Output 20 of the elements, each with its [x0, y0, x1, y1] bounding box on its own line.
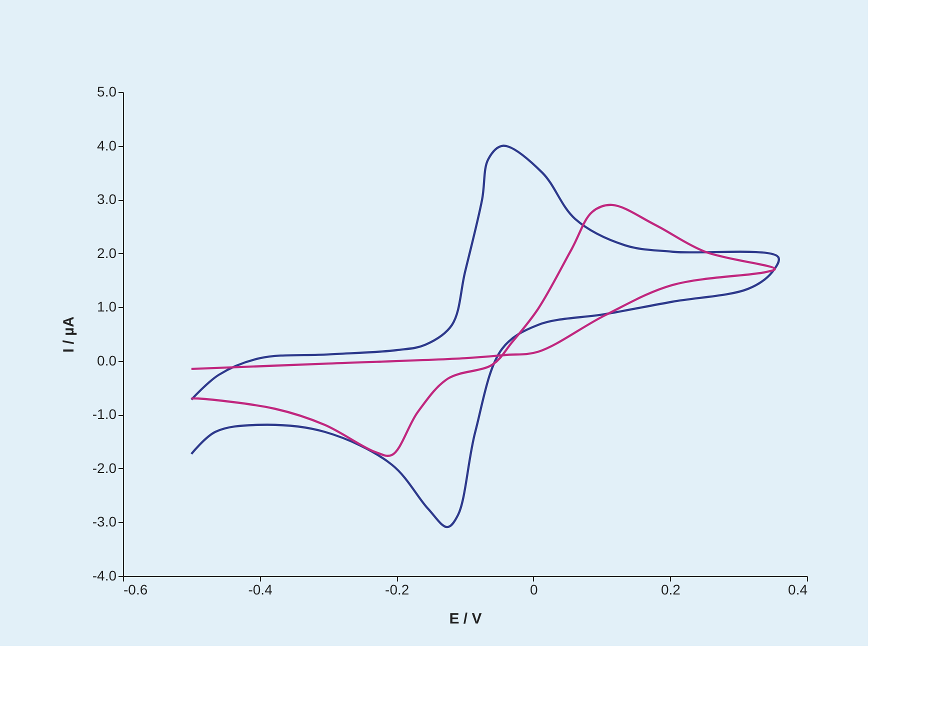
x-tick-label: -0.6 [124, 582, 148, 598]
line-series [190, 204, 776, 456]
line-series [190, 144, 780, 528]
y-tick-label: -1.0 [92, 406, 117, 422]
x-tick-label: 0.2 [660, 582, 681, 598]
x-tick-label: -0.4 [248, 582, 273, 598]
y-tick-label: -3.0 [92, 514, 117, 530]
x-tick-label: 0.4 [788, 582, 808, 598]
y-tick-label: -2.0 [92, 460, 117, 476]
y-tick-label: 0.0 [97, 352, 117, 368]
y-tick-label: 5.0 [97, 84, 117, 100]
y-tick-label: 1.0 [97, 298, 117, 315]
y-tick-label: 3.0 [97, 191, 117, 208]
y-axis-title: I / µA [60, 316, 78, 353]
y-tick-label: 2.0 [97, 244, 117, 261]
y-tick-label: 4.0 [97, 137, 117, 154]
x-axis-title: E / V [449, 610, 482, 628]
x-tick-label: -0.2 [385, 582, 410, 598]
x-tick-label: 0 [530, 582, 538, 598]
y-tick-label: -4.0 [92, 568, 117, 584]
